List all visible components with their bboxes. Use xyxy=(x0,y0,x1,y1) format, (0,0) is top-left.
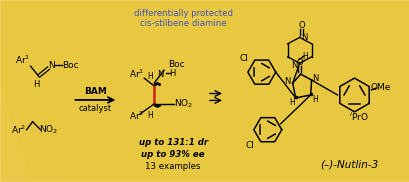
Text: Cl: Cl xyxy=(239,54,248,63)
Text: catalyst: catalyst xyxy=(79,104,112,113)
Text: Ar$^1$: Ar$^1$ xyxy=(128,68,144,80)
Polygon shape xyxy=(0,1,176,181)
Polygon shape xyxy=(196,1,409,181)
Polygon shape xyxy=(1,1,259,181)
Text: $^i$PrO: $^i$PrO xyxy=(348,111,367,123)
Text: Ar$^1$: Ar$^1$ xyxy=(15,54,30,66)
Text: up to 93% ee: up to 93% ee xyxy=(141,150,204,159)
Text: differentially protected
cis-stilbene diamine: differentially protected cis-stilbene di… xyxy=(133,9,232,28)
Polygon shape xyxy=(0,1,231,181)
Text: NO$_2$: NO$_2$ xyxy=(39,123,58,136)
Polygon shape xyxy=(251,1,409,181)
Text: Ar$^2$: Ar$^2$ xyxy=(11,124,26,136)
Text: Ar$^2$: Ar$^2$ xyxy=(128,110,144,122)
Text: H: H xyxy=(147,72,153,81)
Polygon shape xyxy=(112,1,371,181)
Polygon shape xyxy=(84,1,343,181)
Polygon shape xyxy=(0,1,204,181)
Polygon shape xyxy=(307,1,409,181)
Text: O: O xyxy=(298,21,304,30)
Text: H: H xyxy=(312,95,318,104)
Text: N: N xyxy=(284,77,290,86)
Text: H: H xyxy=(301,52,307,61)
Polygon shape xyxy=(279,1,409,181)
Polygon shape xyxy=(29,1,287,181)
Text: N: N xyxy=(48,61,55,70)
Text: O: O xyxy=(296,58,302,67)
Text: NO$_2$: NO$_2$ xyxy=(174,98,193,110)
Text: N: N xyxy=(157,70,163,79)
Polygon shape xyxy=(362,1,409,181)
Text: Boc: Boc xyxy=(168,60,184,69)
Text: (–)-Nutlin-3: (–)-Nutlin-3 xyxy=(319,159,378,169)
Polygon shape xyxy=(140,1,398,181)
Polygon shape xyxy=(56,1,315,181)
Polygon shape xyxy=(391,1,409,181)
Text: N: N xyxy=(301,33,307,42)
Text: 13 examples: 13 examples xyxy=(145,162,200,171)
Text: H: H xyxy=(169,69,175,78)
Text: OMe: OMe xyxy=(369,82,390,92)
Text: H: H xyxy=(33,80,40,89)
Text: N: N xyxy=(291,61,297,70)
Text: N: N xyxy=(312,74,318,83)
Text: Boc: Boc xyxy=(62,61,79,70)
Text: up to 131:1 dr: up to 131:1 dr xyxy=(138,138,207,147)
Text: Cl: Cl xyxy=(245,141,254,150)
Text: BAM: BAM xyxy=(84,86,107,96)
Text: H: H xyxy=(288,98,294,107)
Polygon shape xyxy=(335,1,409,181)
Polygon shape xyxy=(168,1,409,181)
Text: H: H xyxy=(147,111,153,120)
Polygon shape xyxy=(223,1,409,181)
